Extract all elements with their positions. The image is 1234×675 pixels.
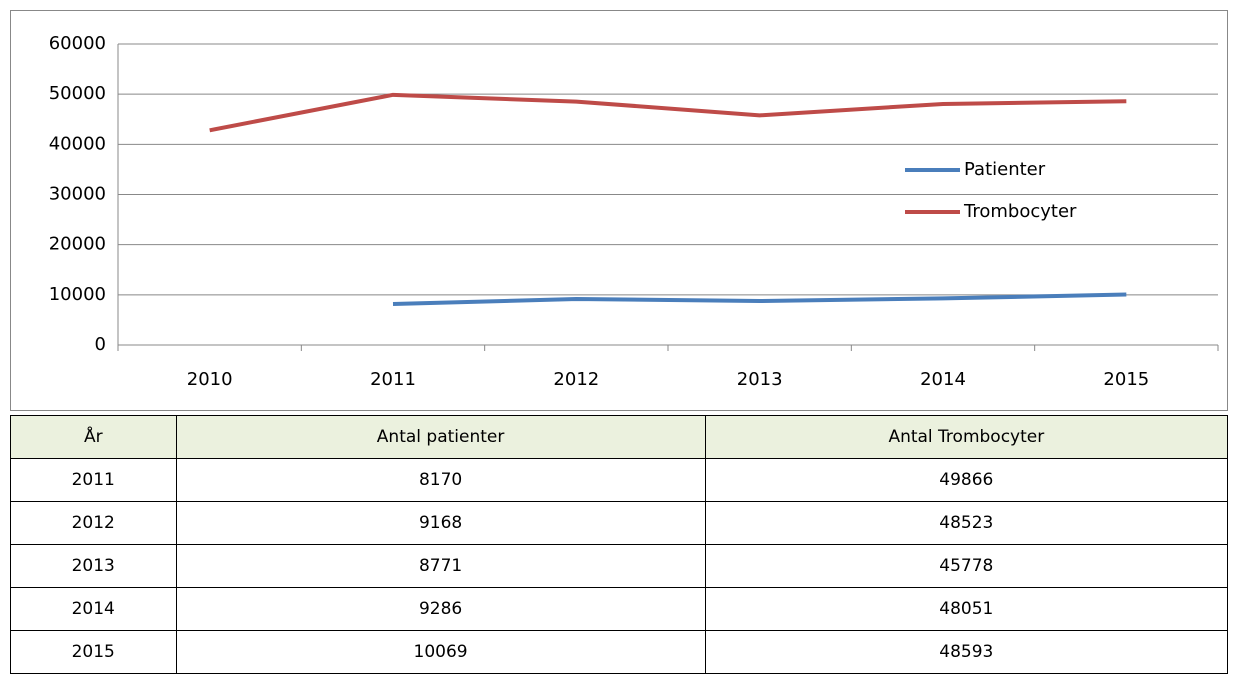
y-tick-label: 30000 — [49, 184, 106, 205]
y-tick-label: 50000 — [49, 83, 106, 104]
table-body: År Antal patienter Antal Trombocyter 2011 81… — [10, 415, 1229, 674]
table-cell: 49866 — [704, 458, 1229, 502]
x-tick-label: 2013 — [737, 369, 783, 390]
table-cell: 2011 — [10, 458, 177, 502]
chart-frame — [10, 10, 1228, 411]
table-cell: 48523 — [704, 501, 1229, 545]
table-cell: 45778 — [704, 544, 1229, 588]
table-cell: 8771 — [175, 544, 706, 588]
table-row: 2013 8771 45778 — [10, 544, 1229, 588]
table-row: 2012 9168 48523 — [10, 501, 1229, 545]
table-row: 2014 9286 48051 — [10, 587, 1229, 631]
table-cell: 48593 — [704, 630, 1229, 674]
series-line — [392, 292, 1127, 307]
data-table: År Antal patienter Antal Trombocyter 2011 81… — [10, 415, 1229, 674]
table-cell: 9286 — [175, 587, 706, 631]
table-cell: År — [10, 415, 177, 459]
table-cell: 8170 — [175, 458, 706, 502]
table-cell: 48051 — [704, 587, 1229, 631]
x-tick-label: 2010 — [187, 369, 233, 390]
table-cell: 2012 — [10, 501, 177, 545]
x-tick-label: 2011 — [370, 369, 416, 390]
chart: 0 10000 20000 30000 40000 50000 60000 2010 2011 2… — [10, 10, 1228, 411]
y-tick-label: 20000 — [49, 234, 106, 255]
table-cell: Antal patienter — [175, 415, 706, 459]
y-tick-label: 60000 — [49, 33, 106, 54]
legend-label: Patienter — [964, 159, 1046, 180]
table-cell: 10069 — [175, 630, 706, 674]
table-cell: Antal Trombocyter — [704, 415, 1229, 459]
table-cell: 2015 — [10, 630, 177, 674]
x-tick-label: 2015 — [1103, 369, 1149, 390]
x-tick-label: 2012 — [553, 369, 599, 390]
y-tick-label: 0 — [95, 334, 106, 355]
table-cell: 2013 — [10, 544, 177, 588]
table-cell: 2014 — [10, 587, 177, 631]
table-row: 2015 10069 48593 — [10, 630, 1229, 674]
table-row: 2011 8170 49866 — [10, 458, 1229, 502]
table-row: År Antal patienter Antal Trombocyter — [10, 415, 1229, 459]
x-tick-label: 2014 — [920, 369, 966, 390]
y-tick-label: 10000 — [49, 284, 106, 305]
table-cell: 9168 — [175, 501, 706, 545]
series-line — [209, 92, 1127, 133]
y-tick-label: 40000 — [49, 133, 106, 154]
legend-label: Trombocyter — [963, 201, 1077, 222]
